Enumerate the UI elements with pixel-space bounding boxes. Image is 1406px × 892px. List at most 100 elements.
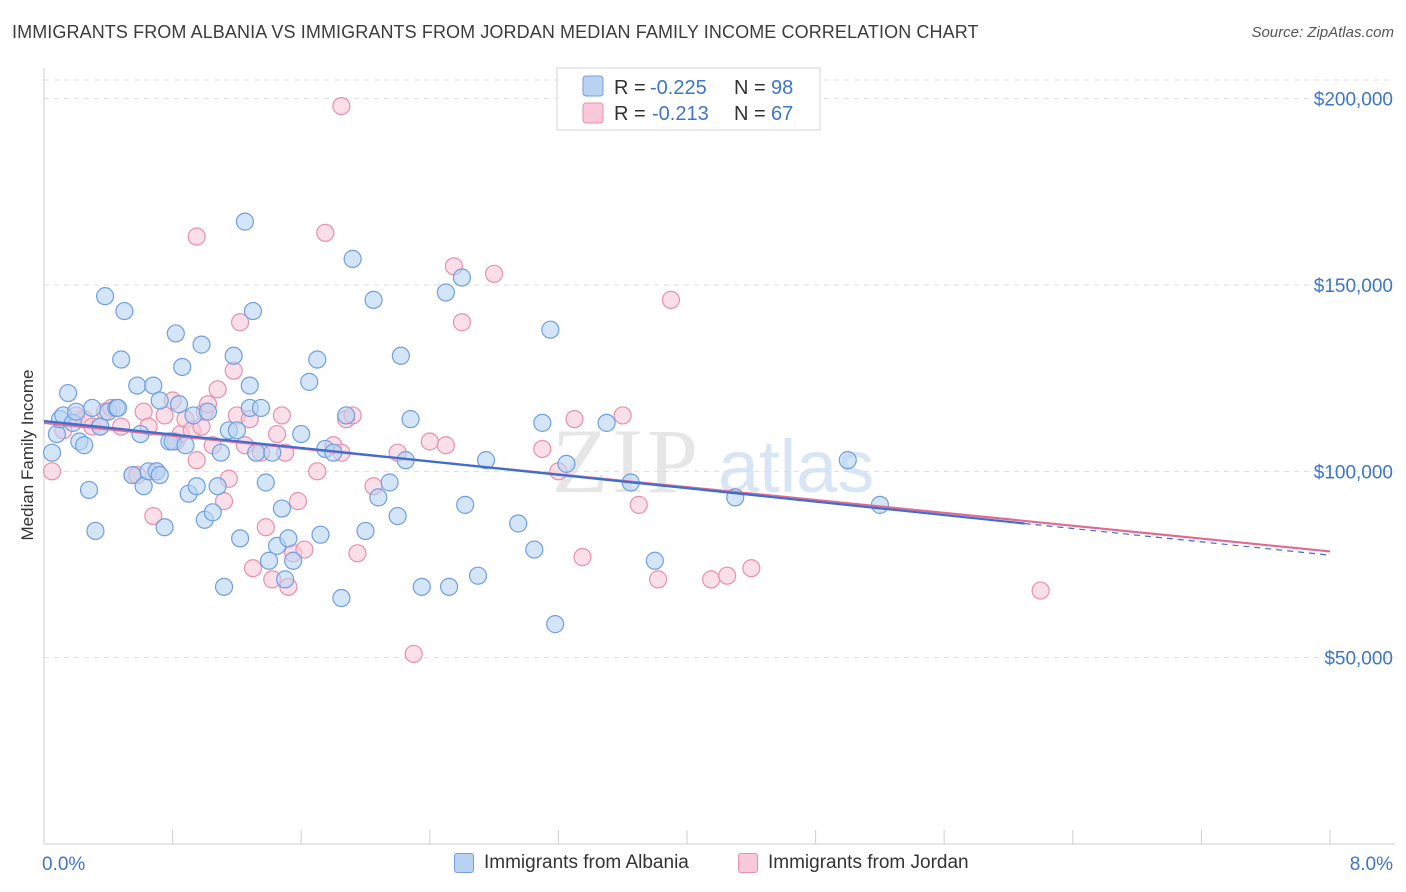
albania-point-61 [279,529,298,548]
albania-point-74 [369,488,388,507]
albania-legend-swatch [582,75,604,97]
jordan-point-70 [742,559,761,578]
albania-point-32 [169,395,189,414]
jordan-point-55 [420,432,439,451]
jordan-n-label: N = [734,103,766,125]
chart-title: IMMIGRANTS FROM ALBANIA VS IMMIGRANTS FR… [12,22,979,42]
x-tick-labels: 0.0% 8.0% [42,854,1393,875]
jordan-point-59 [485,264,504,283]
y-tick-label-2: $150,000 [1314,276,1393,297]
jordan-point-72 [332,96,351,116]
jordan-point-34 [243,559,263,578]
y-tick-label-0: $50,000 [1324,649,1393,670]
jordan-n-value: 67 [771,103,793,125]
albania-point-41 [203,503,222,522]
jordan-point-13 [144,506,163,526]
albania-point-9 [79,480,99,500]
albania-point-40 [198,402,218,421]
albania-point-27 [150,465,169,485]
jordan-point-63 [573,547,592,567]
albania-point-13 [95,287,115,306]
trend-lines [43,419,1331,556]
albania-point-55 [256,473,275,492]
jordan-point-21 [187,451,206,470]
albania-point-1 [47,424,66,444]
jordan-point-38 [267,424,287,444]
albania-point-73 [364,290,383,309]
jordan-point-73 [187,227,206,246]
jordan-points [42,96,1050,664]
legend-label-jordan: Immigrants from Jordan [768,852,969,873]
jordan-point-68 [702,570,721,589]
jordan-point-31 [231,313,250,332]
albania-point-48 [231,529,250,548]
albania-point-76 [388,506,407,526]
legend-item-albania[interactable]: Immigrants from Albania [454,852,689,874]
jordan-point-0 [42,462,62,481]
albania-point-82 [439,577,459,596]
y-tick-labels: $50,000 $100,000 $150,000 $200,000 [1314,90,1393,670]
albania-point-81 [436,283,455,302]
albania-point-71 [343,249,362,268]
jordan-point-65 [629,495,648,514]
jordan-point-45 [308,462,327,481]
albania-point-8 [75,436,94,455]
albania-point-83 [452,268,472,287]
albania-point-54 [251,398,271,418]
albania-trend-line [43,419,1025,525]
albania-point-4 [59,383,78,403]
albania-trend-extension [1024,522,1331,556]
jordan-point-71 [1031,581,1050,600]
x-tick-label-0: 0.0% [42,854,85,875]
y-tick-label-3: $200,000 [1314,90,1393,111]
albania-point-89 [533,413,552,432]
jordan-point-54 [404,644,423,664]
albania-point-49 [235,212,255,231]
albania-point-63 [292,424,311,444]
albania-point-80 [412,577,431,596]
albania-n-label: N = [734,77,766,99]
jordan-point-67 [661,290,681,309]
albania-n-value: 98 [771,77,793,99]
jordan-point-69 [718,566,737,585]
jordan-point-44 [295,540,314,559]
x-tick-label-1: 8.0% [1350,854,1393,875]
jordan-point-26 [208,380,227,399]
jordan-r-value: -0.213 [652,103,709,125]
albania-r-label: R = [614,77,646,99]
jordan-point-51 [348,544,367,563]
albania-point-18 [115,301,134,321]
albania-point-70 [337,406,356,425]
albania-point-38 [192,335,211,354]
jordan-point-56 [436,436,455,455]
albania-point-20 [128,376,147,395]
albania-point-84 [456,495,475,514]
source-label: Source: ZipAtlas.com [1251,24,1394,41]
albania-point-75 [380,473,399,492]
albania-point-60 [276,570,295,589]
jordan-point-8 [112,417,131,436]
albania-point-79 [401,410,420,429]
albania-point-92 [557,454,576,473]
albania-point-53 [247,443,266,462]
series-legend: Immigrants from Albania Immigrants from … [0,852,1406,878]
albania-point-6 [67,402,86,421]
albania-point-85 [468,566,488,585]
albania-point-33 [173,357,192,377]
albania-point-26 [150,391,169,410]
albania-point-31 [166,324,185,343]
albania-point-93 [597,413,616,432]
albania-point-64 [300,372,319,391]
jordan-point-62 [565,410,584,429]
albania-point-34 [176,436,195,455]
albania-point-69 [332,588,351,608]
albania-point-52 [243,301,263,321]
albania-point-59 [272,499,292,518]
jordan-point-58 [452,313,472,332]
legend-label-albania: Immigrants from Albania [484,852,689,873]
legend-item-jordan[interactable]: Immigrants from Jordan [738,852,969,874]
jordan-point-60 [533,439,552,459]
albania-point-0 [42,443,62,462]
albania-point-65 [308,350,327,369]
